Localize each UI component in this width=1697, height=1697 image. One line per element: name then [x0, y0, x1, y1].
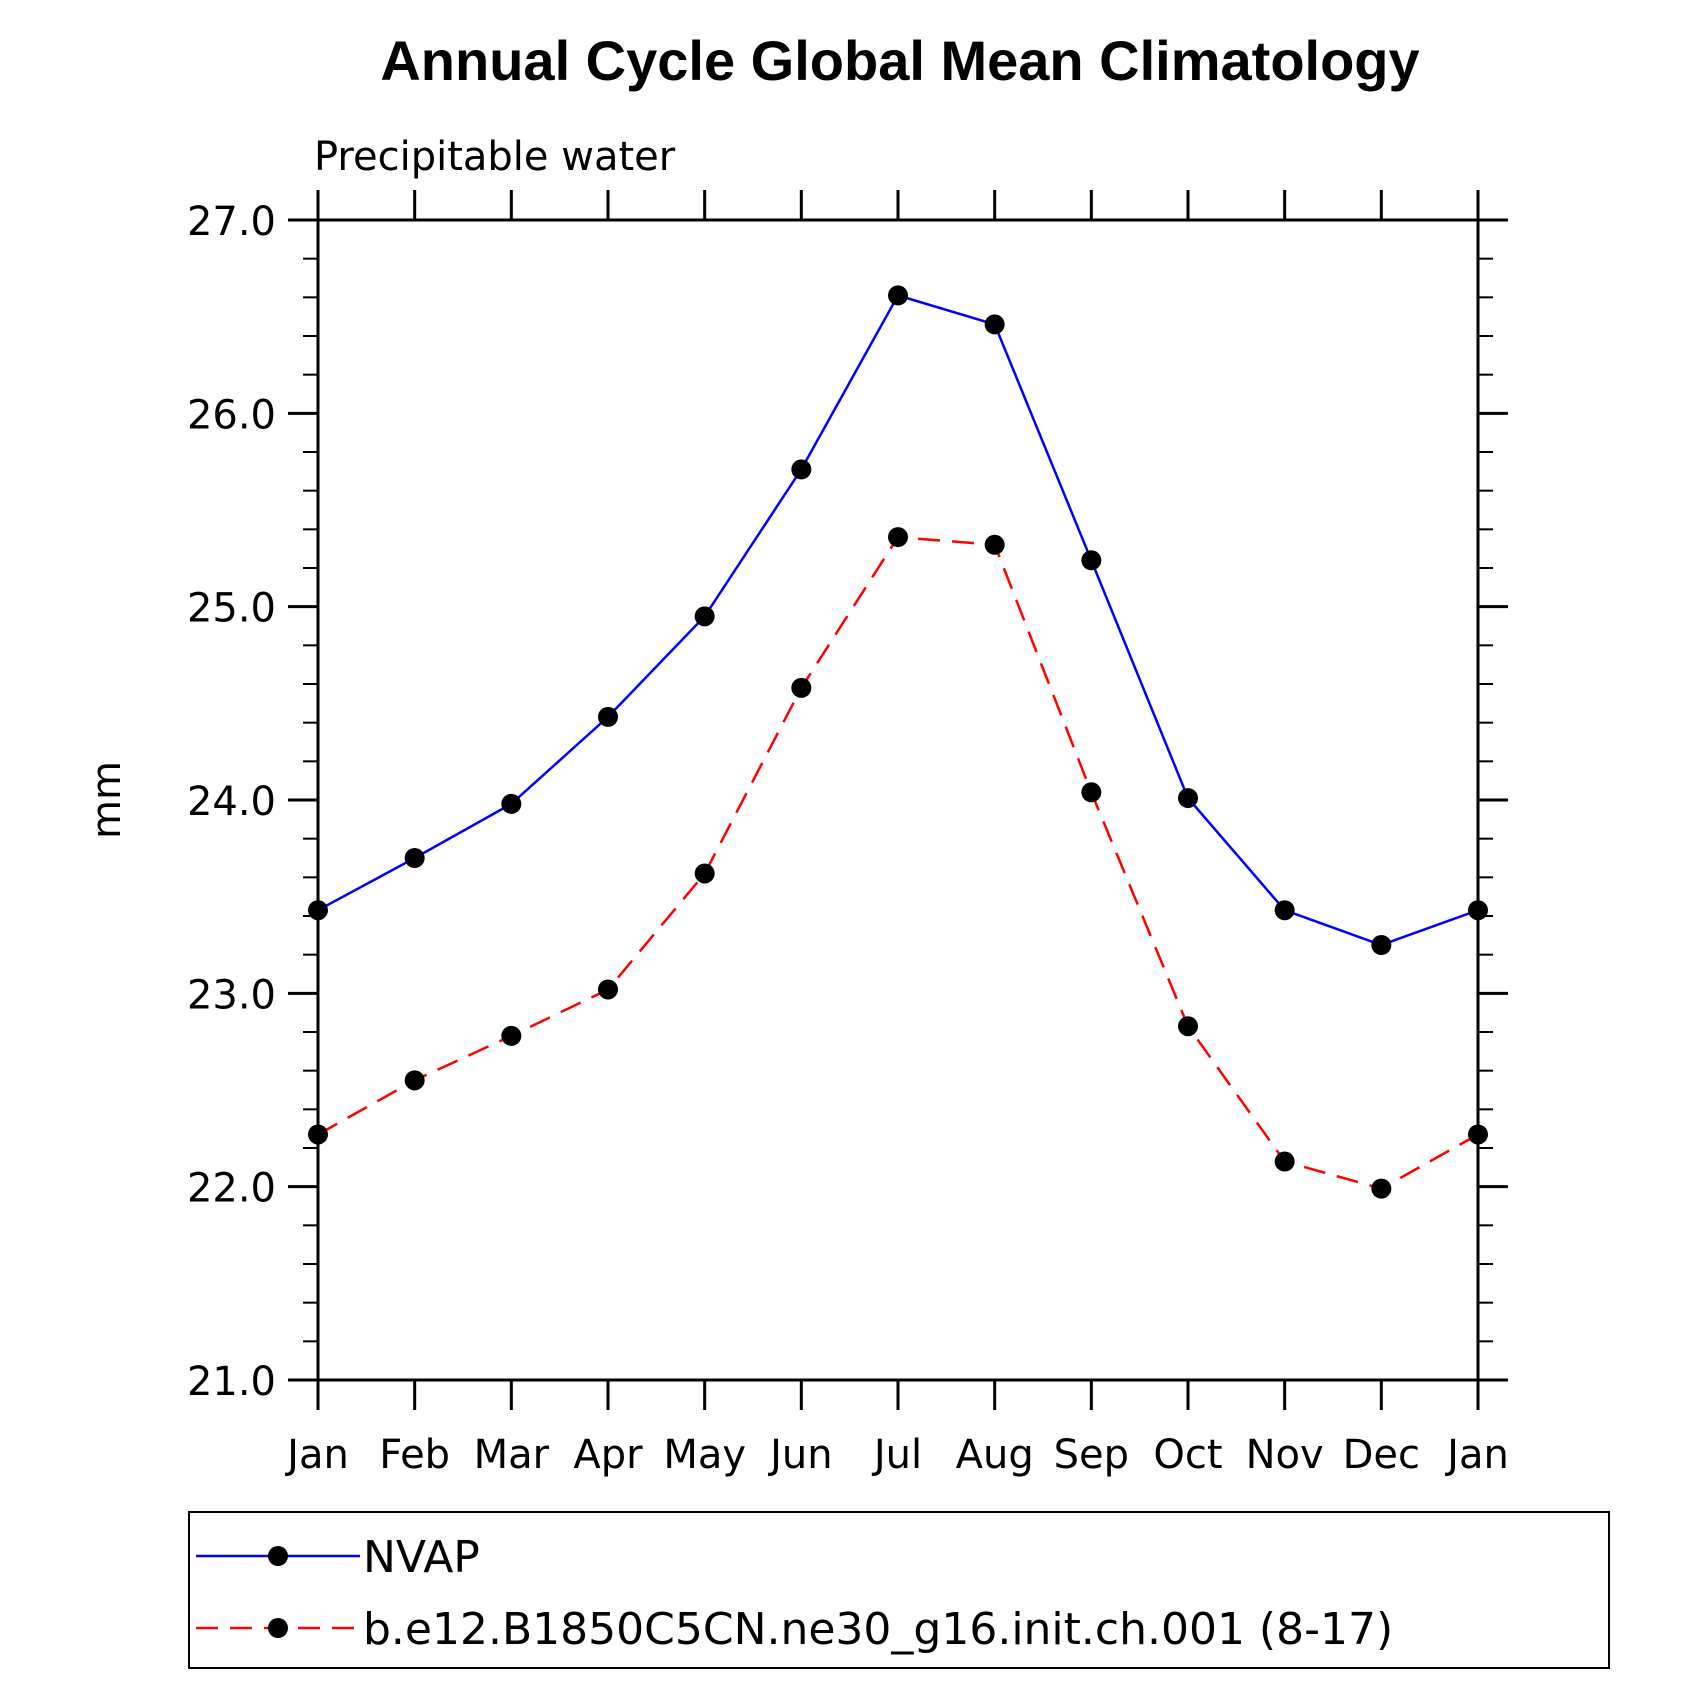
x-tick-label: Feb — [379, 1432, 450, 1478]
y-tick-labels: 21.0 22.0 23.0 24.0 25.0 26.0 27.0 — [187, 199, 276, 1405]
y-tick-label: 22.0 — [187, 1166, 276, 1212]
series-1 — [308, 527, 1488, 1199]
data-point — [1081, 550, 1102, 571]
x-tick-label: Jun — [767, 1432, 833, 1478]
x-tick-label: Dec — [1343, 1432, 1420, 1478]
legend-label-model: b.e12.B1850C5CN.ne30_g16.init.ch.001 (8-… — [363, 1604, 1393, 1655]
axis-ticks — [288, 190, 1508, 1410]
y-tick-label: 21.0 — [187, 1359, 276, 1405]
data-point — [1371, 935, 1392, 955]
y-tick-label: 25.0 — [187, 586, 276, 632]
data-point — [1468, 1124, 1488, 1145]
data-point — [694, 863, 715, 884]
x-tick-label: Aug — [956, 1432, 1034, 1478]
data-point — [1081, 782, 1102, 803]
data-point — [984, 314, 1005, 335]
data-point — [501, 793, 522, 814]
y-tick-label: 23.0 — [187, 972, 276, 1018]
x-tick-label: Oct — [1153, 1432, 1222, 1478]
series-0 — [308, 285, 1488, 955]
legend: NVAP b.e12.B1850C5CN.ne30_g16.init.ch.00… — [188, 1511, 1610, 1669]
data-point — [501, 1025, 522, 1046]
data-point — [598, 706, 618, 727]
data-point — [888, 527, 908, 548]
y-tick-label: 27.0 — [187, 199, 276, 245]
x-tick-label: Jul — [871, 1432, 922, 1478]
legend-label-nvap: NVAP — [363, 1532, 480, 1583]
data-point — [1178, 1016, 1198, 1037]
data-point — [308, 1124, 328, 1145]
x-tick-label: Jan — [284, 1432, 349, 1478]
data-point — [1178, 788, 1198, 809]
data-point — [791, 459, 812, 480]
x-tick-label: May — [663, 1432, 746, 1478]
data-point — [694, 606, 715, 627]
y-tick-label: 24.0 — [187, 779, 276, 825]
data-point — [1468, 900, 1488, 921]
legend-marker-model — [268, 1618, 288, 1638]
y-axis-label: mm — [84, 761, 130, 839]
series-line-1 — [317, 535, 1479, 1190]
data-point — [1274, 900, 1295, 921]
data-point — [984, 534, 1005, 555]
plot-frame — [316, 218, 1480, 1382]
chart-title: Annual Cycle Global Mean Climatology — [380, 29, 1419, 92]
data-point — [598, 979, 618, 1000]
legend-box — [188, 1511, 1610, 1669]
data-point — [308, 900, 328, 921]
x-tick-label: Sep — [1054, 1432, 1129, 1478]
data-point — [404, 848, 425, 868]
data-point — [1371, 1178, 1392, 1199]
data-point — [888, 285, 908, 306]
series-line-0 — [317, 293, 1479, 947]
data-point — [791, 677, 812, 698]
x-tick-label: Mar — [474, 1432, 550, 1478]
x-tick-label: Jan — [1444, 1432, 1509, 1478]
legend-marker-nvap — [268, 1546, 288, 1566]
x-tick-label: Nov — [1246, 1432, 1324, 1478]
data-point — [404, 1070, 425, 1091]
x-tick-labels: Jan Feb Mar Apr May Jun Jul Aug Sep Oct Nov Dec Jan — [284, 1432, 1509, 1478]
data-point — [1274, 1151, 1295, 1172]
x-tick-label: Apr — [573, 1432, 643, 1478]
y-tick-label: 26.0 — [187, 392, 276, 438]
series-layer — [308, 285, 1488, 1199]
chart-subtitle: Precipitable water — [314, 134, 676, 180]
